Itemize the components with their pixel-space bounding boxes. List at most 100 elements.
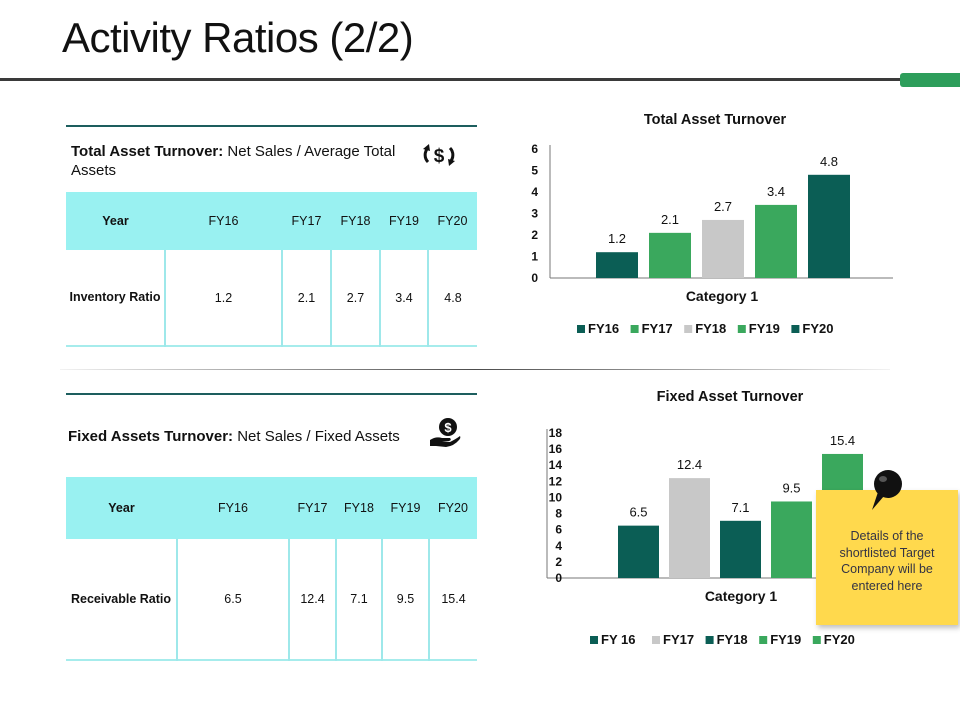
table2-top-rule xyxy=(66,393,477,395)
row-label-receivable-ratio: Receivable Ratio xyxy=(70,591,172,606)
legend-swatch xyxy=(577,325,585,333)
bar-fy17 xyxy=(649,232,691,278)
section-divider xyxy=(60,369,890,370)
legend-label: FY18 xyxy=(717,632,748,647)
table-cell: 7.1 xyxy=(335,539,382,660)
header-cell: FY18 xyxy=(331,192,380,250)
formula-label: Total Asset Turnover: xyxy=(71,143,224,160)
bar-fy17 xyxy=(669,478,710,578)
bar-data-label: 9.5 xyxy=(782,480,800,495)
legend-swatch xyxy=(652,636,660,644)
inventory-ratio-table: Year FY16 FY17 FY18 FY19 FY20 Inventory … xyxy=(66,192,477,347)
bar-fy19 xyxy=(755,204,797,278)
bar-data-label: 2.1 xyxy=(661,212,679,227)
bar-data-label: 4.8 xyxy=(820,154,838,169)
legend-label: FY19 xyxy=(770,632,801,647)
y-tick-label: 14 xyxy=(549,458,563,472)
legend-swatch xyxy=(684,325,693,333)
legend-swatch xyxy=(705,636,714,644)
header-cell-year: Year xyxy=(66,477,177,539)
bar-fy18 xyxy=(702,219,744,278)
receivable-ratio-table: Year FY16 FY17 FY18 FY19 FY20 Receivable… xyxy=(66,477,477,661)
table-header-row: Year FY16 FY17 FY18 FY19 FY20 xyxy=(66,192,477,250)
header-cell: FY17 xyxy=(289,477,336,539)
bar-fy16 xyxy=(618,525,659,578)
formula-label: Fixed Assets Turnover: xyxy=(68,428,234,445)
sticky-note xyxy=(816,490,958,625)
table-cell: 2.7 xyxy=(330,250,380,346)
pushpin-icon xyxy=(872,470,902,510)
y-tick-label: 2 xyxy=(555,555,562,569)
bar-data-label: 2.7 xyxy=(714,199,732,214)
y-tick-label: 6 xyxy=(531,142,538,156)
header-cell: FY17 xyxy=(282,192,331,250)
fixed-assets-turnover-formula: Fixed Assets Turnover: Net Sales / Fixed… xyxy=(68,427,428,446)
header-cell: FY20 xyxy=(429,477,477,539)
y-tick-label: 2 xyxy=(531,228,538,242)
legend-swatch xyxy=(759,636,768,644)
y-tick-label: 0 xyxy=(531,271,538,285)
header-cell: FY19 xyxy=(382,477,429,539)
table-cell: 2.1 xyxy=(281,250,331,346)
legend-swatch xyxy=(630,325,639,333)
legend-swatch xyxy=(590,636,598,644)
legend-swatch xyxy=(812,636,821,644)
legend-swatch xyxy=(791,325,800,333)
y-tick-label: 10 xyxy=(549,490,563,504)
table1-top-rule xyxy=(66,125,477,127)
legend-label: FY 16 xyxy=(601,632,635,647)
hand-money-icon: $ xyxy=(430,418,461,447)
y-tick-label: 6 xyxy=(555,523,562,537)
y-tick-label: 12 xyxy=(549,474,563,488)
bar-data-label: 15.4 xyxy=(830,433,855,448)
y-tick-label: 5 xyxy=(531,164,538,178)
title-accent-bar xyxy=(900,73,960,87)
table-cell: 6.5 xyxy=(176,539,289,660)
header-cell: FY20 xyxy=(428,192,477,250)
bar-data-label: 1.2 xyxy=(608,231,626,246)
y-tick-label: 18 xyxy=(549,426,563,440)
bar-fy19 xyxy=(771,501,812,578)
table-cell: 12.4 xyxy=(288,539,336,660)
table-cell: 3.4 xyxy=(379,250,428,346)
table-row: Inventory Ratio 1.2 2.1 2.7 3.4 4.8 xyxy=(66,250,477,346)
legend-label: FY20 xyxy=(802,321,833,336)
header-cell: FY16 xyxy=(165,192,282,250)
y-tick-label: 3 xyxy=(531,207,538,221)
page-title: Activity Ratios (2/2) xyxy=(62,14,414,61)
legend-label: FY19 xyxy=(749,321,780,336)
table-header-row: Year FY16 FY17 FY18 FY19 FY20 xyxy=(66,477,477,539)
bar-data-label: 3.4 xyxy=(767,184,785,199)
dollar-exchange-icon: $ xyxy=(423,144,455,167)
svg-text:$: $ xyxy=(434,146,445,167)
fixed-asset-turnover-chart: 0 2 4 6 8 10 12 14 16 18 6.5 12.4 7.1 9.5 15.4 Category… xyxy=(546,426,900,647)
sticky-note-text: Details of the shortlisted Target Compan… xyxy=(839,529,935,593)
y-tick-label: 4 xyxy=(531,185,538,199)
header-cell-year: Year xyxy=(66,192,165,250)
svg-text:$: $ xyxy=(444,420,452,435)
bar-data-label: 12.4 xyxy=(677,457,702,472)
bar-data-label: 7.1 xyxy=(731,500,749,515)
bar-fy18 xyxy=(720,520,761,578)
bar-fy20 xyxy=(808,174,850,278)
table-cell: 15.4 xyxy=(428,539,477,660)
table-cell: 1.2 xyxy=(164,250,282,346)
y-tick-label: 4 xyxy=(555,539,562,553)
chart1-title: Total Asset Turnover xyxy=(643,112,787,128)
formula-text: Net Sales / Average Total Assets xyxy=(71,143,396,179)
header-cell: FY18 xyxy=(336,477,382,539)
legend-label: FY17 xyxy=(642,321,673,336)
y-tick-label: 0 xyxy=(555,571,562,585)
bar-data-label: 6.5 xyxy=(629,505,647,520)
x-category-label: Category 1 xyxy=(705,588,778,604)
header-cell: FY19 xyxy=(380,192,428,250)
x-category-label: Category 1 xyxy=(686,288,759,304)
total-asset-turnover-chart: 0 1 2 3 4 5 6 1.2 2.1 2.7 3.4 4.8 Category 1 FY16 FY17… xyxy=(531,142,893,336)
legend-label: FY17 xyxy=(663,632,694,647)
formula-text: Net Sales / Fixed Assets xyxy=(237,428,400,445)
table-row: Receivable Ratio 6.5 12.4 7.1 9.5 15.4 xyxy=(66,539,477,660)
legend-label: FY20 xyxy=(824,632,855,647)
legend-label: FY16 xyxy=(588,321,619,336)
y-tick-label: 1 xyxy=(531,250,538,264)
bar-fy16 xyxy=(596,252,638,278)
